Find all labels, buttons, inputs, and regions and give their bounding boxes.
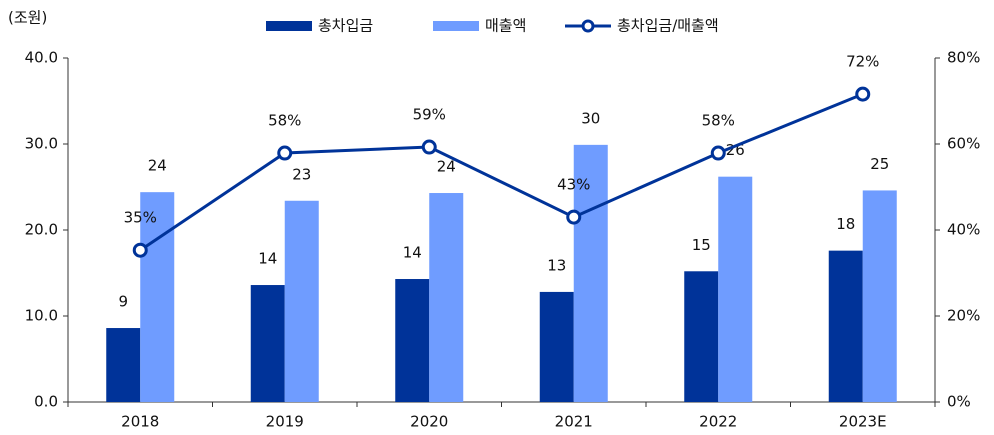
- line-value-label: 58%: [702, 112, 735, 130]
- y2-tick-label: 80%: [947, 49, 980, 67]
- line-point: [277, 145, 293, 161]
- x-tick-label: 2023E: [839, 413, 887, 431]
- line: [139, 92, 864, 252]
- line-value-label: 59%: [413, 106, 446, 124]
- bar-value-label: 18: [836, 215, 855, 233]
- line-value-label: 35%: [124, 209, 157, 227]
- bar: [140, 192, 175, 402]
- line-point: [132, 242, 148, 258]
- line-value-label: 72%: [846, 53, 879, 71]
- line-value-label: 43%: [557, 176, 590, 194]
- bar-value-label: 13: [547, 256, 566, 274]
- bar: [539, 291, 574, 402]
- line-point: [710, 145, 726, 161]
- legend-label: 총차입금/매출액: [617, 17, 719, 35]
- bar-value-label: 24: [437, 158, 456, 176]
- y-tick-label: 0.0: [34, 393, 58, 411]
- y-tick-label: 30.0: [25, 135, 58, 153]
- bar: [250, 285, 285, 402]
- bar: [106, 328, 141, 402]
- bar: [684, 271, 719, 402]
- bar: [429, 193, 464, 402]
- bar-value-label: 23: [292, 165, 311, 183]
- bar-value-label: 25: [870, 155, 889, 173]
- legend-label: 매출액: [485, 17, 526, 35]
- y2-tick-label: 20%: [947, 307, 980, 325]
- bar: [828, 250, 863, 402]
- bar-value-label: 15: [692, 236, 711, 254]
- line-point: [566, 209, 582, 225]
- y-tick-label: 40.0: [25, 49, 58, 67]
- legend-swatch: [266, 21, 312, 31]
- legend-marker: [581, 19, 595, 33]
- line-point: [855, 86, 871, 102]
- bar: [862, 190, 897, 402]
- bar-value-label: 9: [118, 293, 128, 311]
- bar-value-label: 14: [403, 244, 422, 262]
- line-value-label: 58%: [268, 112, 301, 130]
- y2-tick-label: 40%: [947, 221, 980, 239]
- x-tick-label: 2018: [121, 413, 159, 431]
- bar-value-label: 30: [581, 109, 600, 127]
- bar: [718, 176, 753, 402]
- bar: [395, 279, 430, 402]
- bar: [573, 144, 608, 403]
- bar-value-label: 24: [148, 157, 167, 175]
- y2-tick-label: 60%: [947, 135, 980, 153]
- x-tick-label: 2022: [699, 413, 737, 431]
- x-tick-label: 2019: [266, 413, 304, 431]
- bar: [284, 200, 319, 402]
- y-tick-label: 10.0: [25, 307, 58, 325]
- y-tick-label: 20.0: [25, 221, 58, 239]
- line-point: [421, 139, 437, 155]
- legend-label: 총차입금: [318, 17, 373, 35]
- unit-label: (조원): [8, 9, 47, 27]
- bar-value-label: 14: [258, 250, 277, 268]
- x-tick-label: 2020: [410, 413, 448, 431]
- x-tick-label: 2021: [555, 413, 593, 431]
- legend-swatch: [433, 21, 479, 31]
- y2-tick-label: 0%: [947, 393, 971, 411]
